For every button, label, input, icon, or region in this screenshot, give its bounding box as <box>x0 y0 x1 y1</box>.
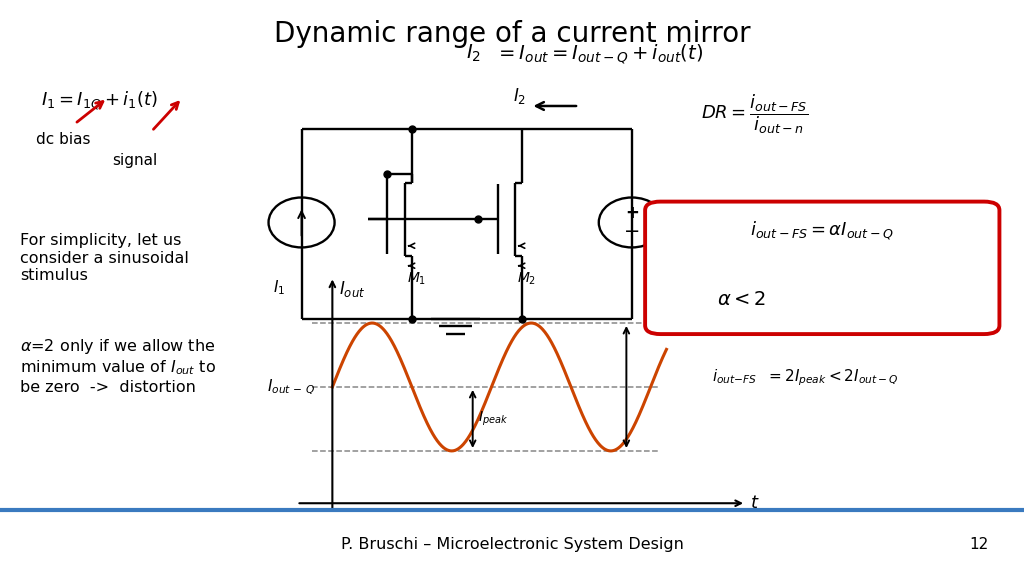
Text: $I_2$: $I_2$ <box>513 86 526 106</box>
Text: $= I_{out} = I_{out-Q} + i_{out}(t)$: $= I_{out} = I_{out-Q} + i_{out}(t)$ <box>495 43 702 66</box>
Text: $M_2$: $M_2$ <box>517 270 537 287</box>
Text: $t$: $t$ <box>750 494 760 512</box>
Text: dc bias: dc bias <box>36 132 90 147</box>
Text: $\alpha$=2 only if we allow the
minimum value of $I_{out}$ to
be zero  ->  disto: $\alpha$=2 only if we allow the minimum … <box>20 337 216 395</box>
Text: signal: signal <box>113 153 158 168</box>
Text: $\alpha < 2$: $\alpha < 2$ <box>717 290 766 309</box>
Text: $I_{out}$: $I_{out}$ <box>339 279 366 299</box>
Text: +: + <box>625 204 639 222</box>
Text: $DR = \dfrac{i_{out-FS}}{i_{out-n}}$: $DR = \dfrac{i_{out-FS}}{i_{out-n}}$ <box>701 92 809 136</box>
Text: $I_1 = I_{1Q} + i_1(t)$: $I_1 = I_{1Q} + i_1(t)$ <box>41 89 158 112</box>
FancyBboxPatch shape <box>645 202 999 334</box>
Text: $I_2$: $I_2$ <box>466 43 481 65</box>
Text: $I_1$: $I_1$ <box>273 278 286 297</box>
Text: $I_{out\/-\/Q}$: $I_{out\/-\/Q}$ <box>267 377 315 397</box>
Text: $i_{out\mathrm{-}FS}$  $= 2I_{peak} < 2I_{out-Q}$: $i_{out\mathrm{-}FS}$ $= 2I_{peak} < 2I_… <box>712 367 898 388</box>
Text: −: − <box>624 222 640 241</box>
Text: P. Bruschi – Microelectronic System Design: P. Bruschi – Microelectronic System Desi… <box>341 537 683 552</box>
Text: $I_{peak}$: $I_{peak}$ <box>478 410 508 428</box>
Text: 12: 12 <box>969 537 988 552</box>
Text: $i_{out-FS} = \alpha I_{out-Q}$: $i_{out-FS} = \alpha I_{out-Q}$ <box>751 219 894 242</box>
Text: $M_1$: $M_1$ <box>408 270 426 287</box>
Text: Dynamic range of a current mirror: Dynamic range of a current mirror <box>273 20 751 48</box>
Text: For simplicity, let us
consider a sinusoidal
stimulus: For simplicity, let us consider a sinuso… <box>20 233 189 283</box>
Text: $V_{out}$: $V_{out}$ <box>643 265 673 284</box>
